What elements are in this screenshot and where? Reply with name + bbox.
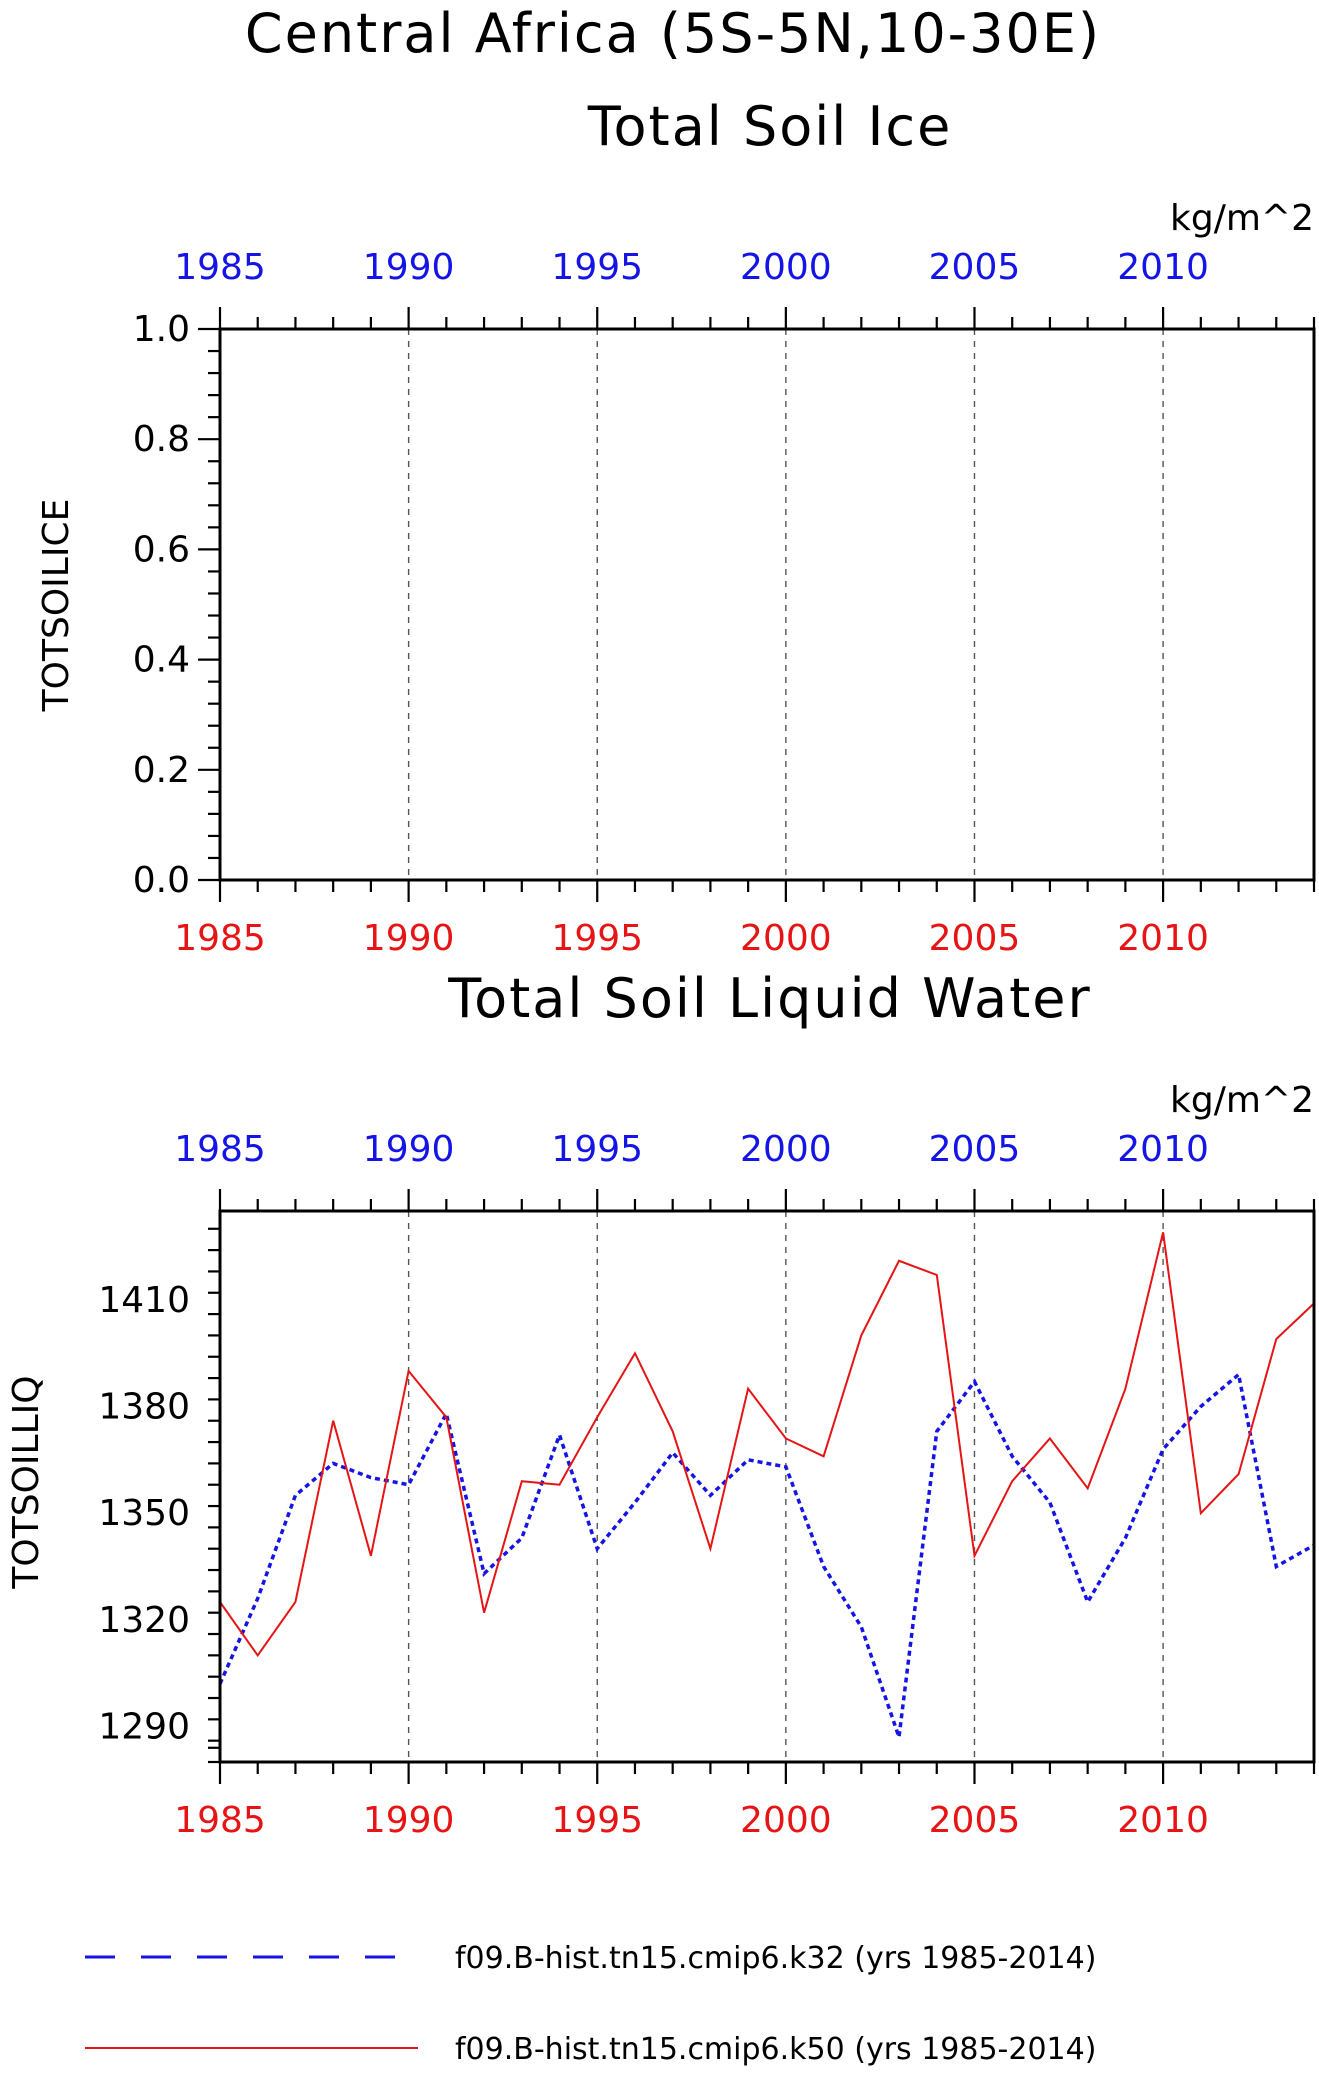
y-tick-label: 0.0 [133, 860, 190, 901]
y-tick-label: 1410 [98, 1280, 190, 1321]
x-tick-label-bottom: 2005 [929, 918, 1021, 959]
y-tick-label: 0.4 [133, 640, 190, 681]
x-tick-label-top: 2010 [1117, 1129, 1209, 1170]
x-tick-label-bottom: 2000 [740, 918, 832, 959]
y-tick-label: 1320 [98, 1600, 190, 1641]
figure-title: Central Africa (5S-5N,10-30E) [245, 2, 1101, 65]
x-tick-label-top: 1990 [363, 247, 455, 288]
x-tick-label-top: 2010 [1117, 247, 1209, 288]
y-tick-label: 0.6 [133, 529, 190, 570]
series-line-k32 [218, 1371, 1315, 1738]
x-tick-label-bottom: 2010 [1117, 1800, 1209, 1841]
series-line-k50 [219, 1232, 1315, 1658]
x-tick-label-bottom: 2005 [929, 1800, 1021, 1841]
x-tick-label-bottom: 1990 [363, 918, 455, 959]
x-tick-label-bottom: 1995 [551, 1800, 643, 1841]
y-axis-label: TOTSOILICE [36, 499, 77, 713]
x-tick-label-top: 1990 [363, 1129, 455, 1170]
plot-frame [218, 1209, 1316, 1764]
y-tick-label: 1.0 [133, 309, 190, 350]
x-tick-label-top: 2000 [740, 247, 832, 288]
legend-entry-k32: f09.B-hist.tn15.cmip6.k32 (yrs 1985-2014… [455, 1941, 1096, 1976]
x-tick-label-top: 2005 [929, 247, 1021, 288]
x-tick-label-top: 1985 [174, 247, 266, 288]
y-tick-label: 1380 [98, 1387, 190, 1428]
panel-title: Total Soil Ice [587, 95, 953, 158]
x-tick-label-bottom: 1985 [174, 1800, 266, 1841]
x-tick-label-bottom: 2010 [1117, 918, 1209, 959]
x-tick-label-bottom: 1985 [174, 918, 266, 959]
x-tick-label-bottom: 1995 [551, 918, 643, 959]
x-tick-label-top: 2005 [929, 1129, 1021, 1170]
x-tick-label-top: 1985 [174, 1129, 266, 1170]
plot-frame [218, 327, 1316, 882]
units-label: kg/m^2 [1170, 198, 1314, 239]
y-tick-label: 1350 [98, 1493, 190, 1534]
units-label: kg/m^2 [1170, 1080, 1314, 1121]
x-tick-label-top: 2000 [740, 1129, 832, 1170]
y-tick-label: 1290 [98, 1706, 190, 1747]
x-tick-label-top: 1995 [551, 247, 643, 288]
legend-entry-k50: f09.B-hist.tn15.cmip6.k50 (yrs 1985-2014… [455, 2032, 1096, 2067]
panel-total-soil-liquid-water: Total Soil Liquid Water kg/m^2 TOTSOILLI… [6, 967, 1316, 1841]
x-tick-label-bottom: 1990 [363, 1800, 455, 1841]
legend: f09.B-hist.tn15.cmip6.k32 (yrs 1985-2014… [85, 1941, 1096, 2067]
panel-total-soil-ice: Total Soil Ice kg/m^2 TOTSOILICE 0.0 0.2 0… [36, 95, 1316, 959]
y-tick-label: 0.2 [133, 750, 190, 791]
panel-title: Total Soil Liquid Water [447, 967, 1091, 1030]
y-tick-label: 0.8 [133, 419, 190, 460]
x-tick-label-bottom: 2000 [740, 1800, 832, 1841]
y-axis-label: TOTSOILLIQ [6, 1375, 47, 1589]
x-tick-label-top: 1995 [551, 1129, 643, 1170]
